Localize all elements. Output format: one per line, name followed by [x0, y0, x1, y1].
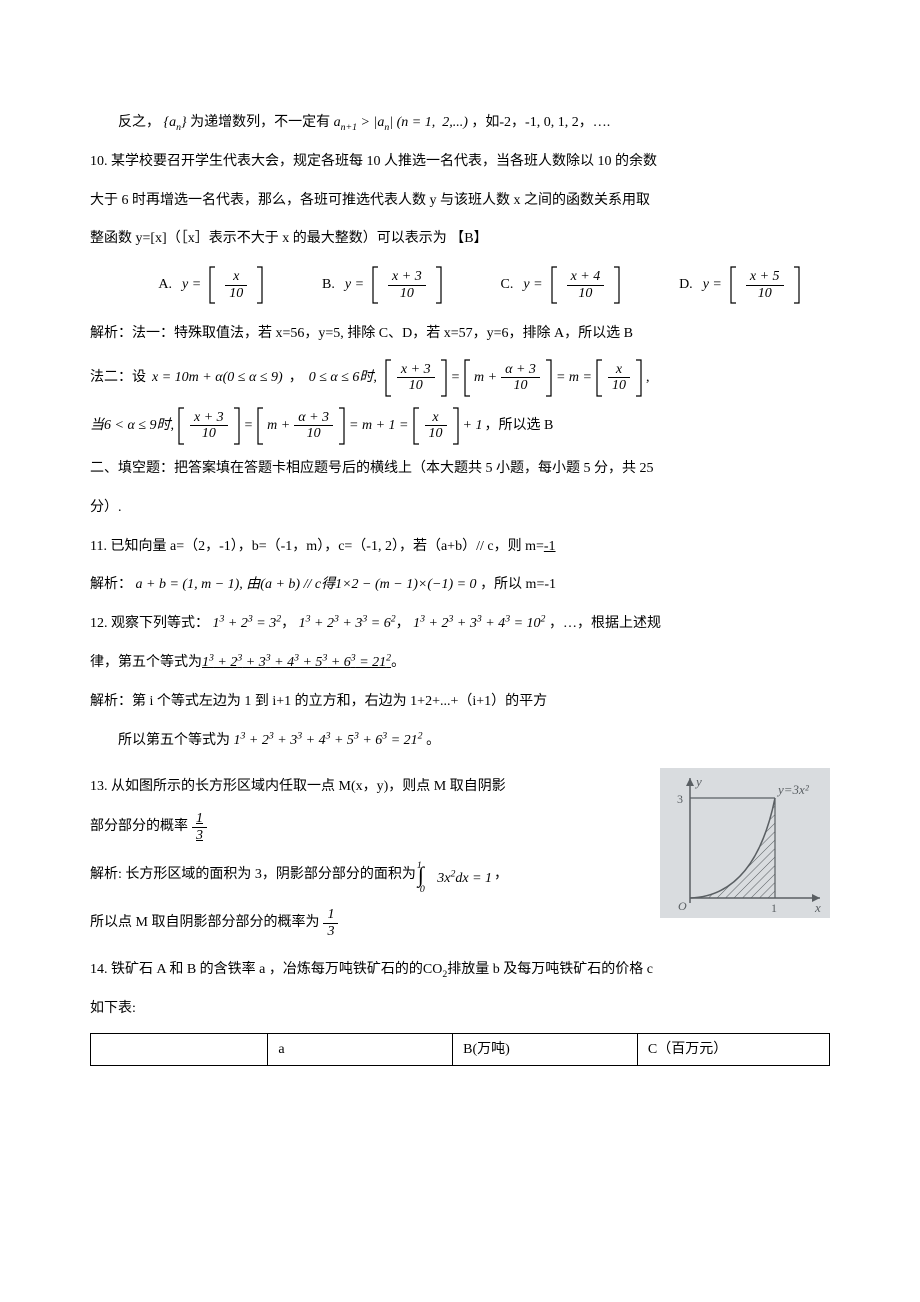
- cell: C（百万元）: [637, 1033, 829, 1066]
- frac: 13: [323, 907, 338, 939]
- cond: 当6 < α ≤ 9时,: [90, 411, 174, 442]
- continuation-line: 反之， {an} 为递增数列，不一定有 an+1 > |an| (n = 1, …: [90, 108, 830, 139]
- table-row: a B(万吨) C（百万元）: [91, 1033, 830, 1066]
- cell: [91, 1033, 268, 1066]
- left-bracket-icon: [411, 406, 421, 446]
- q10-stem-3: 整函数 y=[x]（［x］表示不大于 x 的最大整数）可以表示为 【B】: [90, 224, 830, 255]
- text: ，如-2，-1, 0, 1, 2，….: [471, 115, 610, 130]
- cond: 0 ≤ α ≤ 6时,: [309, 363, 377, 394]
- q14-stem-1: 14. 铁矿石 A 和 B 的含铁率 a ，冶炼每万吨铁矿石的的CO2排放量 b…: [90, 955, 830, 986]
- svg-text:1: 1: [771, 901, 777, 915]
- integral: ∫01 3x2dx = 1: [418, 851, 492, 899]
- q13-sol-1: 解析: 长方形区域的面积为 3，阴影部分部分的面积为 ∫01 3x2dx = 1…: [90, 851, 650, 899]
- right-bracket-icon: [232, 406, 242, 446]
- q10-sol-2: 法二：设 x = 10m + α(0 ≤ α ≤ 9) ， 0 ≤ α ≤ 6时…: [90, 358, 830, 398]
- right-bracket-icon: [439, 358, 449, 398]
- eq1: 13 + 23 = 32: [213, 616, 282, 631]
- q13-answer: 13: [192, 811, 207, 843]
- left-bracket-icon: [594, 358, 604, 398]
- eq2: 13 + 23 + 33 = 62: [299, 616, 396, 631]
- left-bracket-icon: [383, 358, 393, 398]
- right-bracket-icon: [634, 358, 644, 398]
- co2: CO2: [423, 962, 447, 977]
- q12-stem-2: 律，第五个等式为13 + 23 + 33 + 43 + 53 + 63 = 21…: [90, 648, 830, 679]
- option-b: B. y = x + 310: [322, 265, 444, 305]
- seq-notation: {an}: [164, 115, 187, 130]
- q14-table: a B(万吨) C（百万元）: [90, 1033, 830, 1067]
- left-bracket-icon: [207, 265, 217, 305]
- cell: B(万吨): [453, 1033, 638, 1066]
- q12-stem: 12. 观察下列等式： 13 + 23 = 32， 13 + 23 + 33 =…: [90, 609, 830, 640]
- q13-row: 13. 从如图所示的长方形区域内任取一点 M(x，y)，则点 M 取自阴影 部分…: [90, 764, 830, 947]
- eq: 13 + 23 + 33 + 43 + 53 + 63 = 212: [234, 733, 423, 748]
- q10-stem-1: 10. 某学校要召开学生代表大会，规定各班每 10 人推选一名代表，当各班人数除…: [90, 147, 830, 178]
- right-bracket-icon: [434, 265, 444, 305]
- svg-text:x: x: [814, 900, 821, 915]
- section-2-head-1: 二、填空题：把答案填在答题卡相应题号后的横线上（本大题共 5 小题，每小题 5 …: [90, 454, 830, 485]
- q11-answer: -1: [544, 539, 556, 554]
- q10-options: A. y = x10 B. y = x + 310 C. y = x + 410…: [130, 265, 830, 305]
- right-bracket-icon: [255, 265, 265, 305]
- q13-figure: y x y=3x² 3 1 O: [660, 768, 830, 918]
- left-bracket-icon: [728, 265, 738, 305]
- q13-stem-1: 13. 从如图所示的长方形区域内任取一点 M(x，y)，则点 M 取自阴影: [90, 772, 650, 803]
- option-d: D. y = x + 510: [679, 265, 801, 305]
- option-c: C. y = x + 410: [501, 265, 623, 305]
- option-a: A. y = x10: [158, 265, 265, 305]
- q10-sol-3: 当6 < α ≤ 9时, x + 310 = m + α + 310 = m +…: [90, 406, 830, 446]
- eq: a + b = (1, m − 1), 由(a + b) // c得1×2 − …: [136, 577, 477, 592]
- q11-sol: 解析： a + b = (1, m − 1), 由(a + b) // c得1×…: [90, 570, 830, 601]
- q13-sol-2: 所以点 M 取自阴影部分部分的概率为 13: [90, 907, 650, 939]
- q11-stem: 11. 已知向量 a=（2，-1），b=（-1，m），c=（-1, 2），若（a…: [90, 532, 830, 563]
- left-bracket-icon: [255, 406, 265, 446]
- q14-stem-2: 如下表:: [90, 994, 830, 1025]
- svg-text:y=3x²: y=3x²: [776, 782, 810, 797]
- q12-sol-1: 解析：第 i 个等式左边为 1 到 i+1 的立方和，右边为 1+2+...+（…: [90, 687, 830, 718]
- svg-text:y: y: [694, 774, 702, 789]
- q13-stem-2: 部分部分的概率 13: [90, 811, 650, 843]
- q12-sol-2: 所以第五个等式为 13 + 23 + 33 + 43 + 53 + 63 = 2…: [90, 726, 830, 757]
- q10-sol-1: 解析：法一：特殊取值法，若 x=56，y=5, 排除 C、D，若 x=57，y=…: [90, 319, 830, 350]
- left-bracket-icon: [549, 265, 559, 305]
- q10-stem-2: 大于 6 时再增选一名代表，那么，各班可推选代表人数 y 与该班人数 x 之间的…: [90, 186, 830, 217]
- eq: x = 10m + α(0 ≤ α ≤ 9): [152, 363, 283, 394]
- right-bracket-icon: [337, 406, 347, 446]
- right-bracket-icon: [451, 406, 461, 446]
- text: 为递增数列，不一定有: [190, 115, 330, 130]
- eq3: 13 + 23 + 33 + 43 = 102: [413, 616, 545, 631]
- q12-answer: 13 + 23 + 33 + 43 + 53 + 63 = 212: [202, 655, 391, 670]
- text: 反之，: [118, 115, 160, 130]
- right-bracket-icon: [544, 358, 554, 398]
- svg-text:O: O: [678, 899, 687, 913]
- left-bracket-icon: [176, 406, 186, 446]
- section-2-head-2: 分）.: [90, 493, 830, 524]
- right-bracket-icon: [792, 265, 802, 305]
- left-bracket-icon: [370, 265, 380, 305]
- left-bracket-icon: [462, 358, 472, 398]
- cell: a: [268, 1033, 453, 1066]
- svg-text:3: 3: [677, 792, 683, 806]
- inequality: an+1 > |an| (n = 1, 2,...): [334, 115, 468, 130]
- right-bracket-icon: [612, 265, 622, 305]
